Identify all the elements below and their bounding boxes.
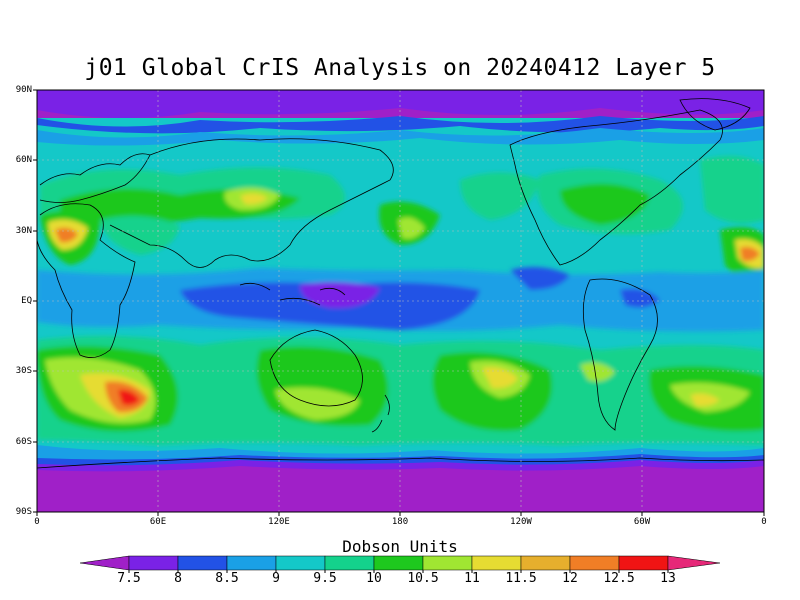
colorbar-tick-label: 10.5 [407, 571, 439, 586]
lat-label-90n: 90N [15, 85, 32, 95]
colorbar-swatch [275, 555, 326, 571]
colorbar-title: Dobson Units [342, 537, 458, 556]
axis-ticks [33, 89, 765, 516]
colorbar-tick-label: 9.5 [313, 571, 337, 586]
colorbar-tick-label: 7.5 [117, 571, 141, 586]
colorbar-swatch [422, 555, 473, 571]
map-title: j01 Global CrIS Analysis on 20240412 Lay… [84, 55, 716, 81]
colorbar-swatch [373, 555, 424, 571]
colorbar-tick-label: 11 [464, 571, 480, 586]
colorbar-low-arrow [79, 555, 130, 571]
lon-label-0-left: 0 [34, 517, 40, 527]
colorbar-tick-label: 10 [366, 571, 382, 586]
colorbar-swatch [471, 555, 522, 571]
colorbar-tick-label: 11.5 [505, 571, 537, 586]
colorbar-swatch [226, 555, 277, 571]
lon-label-60e: 60E [149, 517, 167, 527]
colorbar-tick-label: 12 [562, 571, 578, 586]
colorbar-tick-label: 13 [660, 571, 676, 586]
colorbar-tick-label: 9 [272, 571, 280, 586]
colorbar [79, 555, 721, 573]
colorbar-swatch [569, 555, 620, 571]
colorbar-swatch [618, 555, 669, 571]
colorbar-swatch [128, 555, 179, 571]
colorbar-swatch [324, 555, 375, 571]
colorbar-tick-label: 12.5 [603, 571, 635, 586]
colorbar-swatch [520, 555, 571, 571]
colorbar-tick-label: 8.5 [215, 571, 239, 586]
lon-label-120e: 120E [268, 517, 290, 527]
lat-label-60n: 60N [15, 155, 32, 165]
lat-label-30n: 30N [15, 226, 32, 236]
lon-label-0-right: 0 [761, 517, 767, 527]
lon-label-180: 180 [391, 517, 409, 527]
graticule [37, 90, 764, 512]
lon-label-120w: 120W [510, 517, 532, 527]
colorbar-swatch [177, 555, 228, 571]
lat-label-90s: 90S [15, 507, 32, 517]
ozone-field [37, 90, 764, 512]
colorbar-high-arrow [667, 555, 721, 571]
coastlines [37, 98, 764, 469]
lat-label-eq: EQ [21, 296, 32, 306]
colorbar-tick-label: 8 [174, 571, 182, 586]
lat-label-60s: 60S [15, 437, 32, 447]
lon-label-60w: 60W [633, 517, 651, 527]
lat-label-30s: 30S [15, 366, 32, 376]
